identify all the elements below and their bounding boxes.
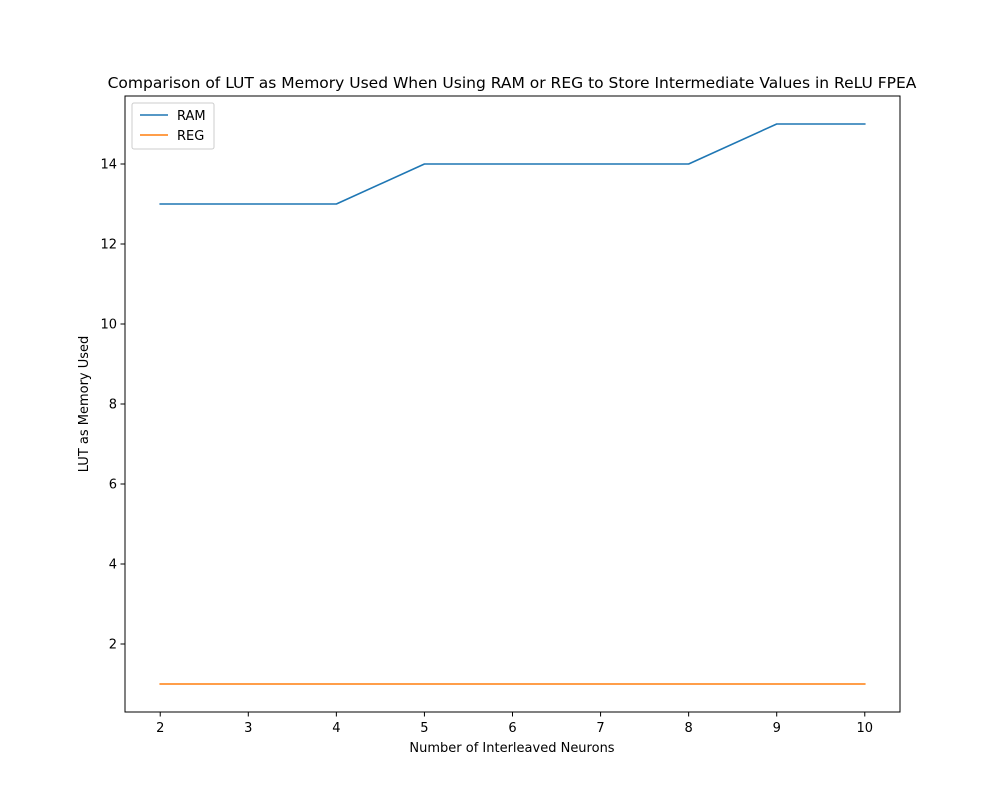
plot-frame — [124, 95, 901, 713]
y-axis-ticks: 2 4 6 8 10 12 14 — [100, 158, 125, 653]
x-axis-ticks: 2 3 4 5 6 7 8 9 10 — [156, 712, 873, 736]
x-axis-label: Number of Interleaved Neurons — [409, 741, 614, 756]
y-tick-label: 14 — [100, 158, 117, 173]
plot-area — [125, 96, 900, 712]
y-tick-label: 2 — [109, 638, 117, 653]
chart-title: Comparison of LUT as Memory Used When Us… — [108, 74, 917, 92]
y-axis-label: LUT as Memory Used — [77, 336, 92, 473]
x-tick-label: 10 — [856, 721, 873, 736]
series-line-ram — [159, 123, 866, 205]
x-tick-label: 2 — [156, 721, 164, 736]
x-tick-label: 6 — [508, 721, 516, 736]
y-tick-label: 8 — [109, 398, 117, 413]
x-tick-label: 4 — [332, 721, 340, 736]
series-layer — [159, 123, 866, 685]
x-tick-label: 5 — [420, 721, 428, 736]
legend: RAM REG — [131, 102, 215, 150]
y-tick-label: 12 — [100, 238, 117, 253]
legend-label-reg: REG — [177, 129, 204, 144]
y-tick-label: 10 — [100, 318, 117, 333]
x-tick-label: 7 — [596, 721, 604, 736]
x-tick-label: 8 — [684, 721, 692, 736]
x-tick-label: 3 — [244, 721, 252, 736]
legend-label-ram: RAM — [177, 109, 206, 124]
x-tick-label: 9 — [773, 721, 781, 736]
y-tick-label: 4 — [109, 558, 117, 573]
y-tick-label: 6 — [109, 478, 117, 493]
